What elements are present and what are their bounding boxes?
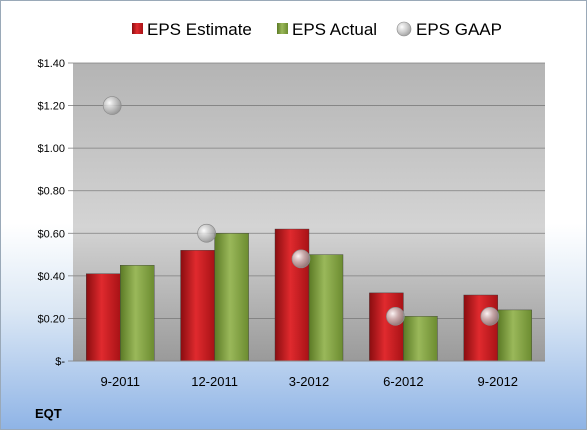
eps-actual-bar bbox=[403, 316, 438, 362]
y-tick-label: $0.60 bbox=[37, 228, 65, 240]
eps-gaap-point bbox=[102, 96, 122, 115]
eps-actual-bar bbox=[308, 254, 344, 362]
eps-estimate-bar bbox=[180, 250, 215, 362]
y-tick-label: $0.40 bbox=[37, 271, 65, 283]
eps-gaap-point bbox=[480, 306, 500, 326]
y-tick-label: $0.20 bbox=[37, 313, 65, 325]
legend-actual-swatch bbox=[277, 23, 288, 34]
eps-estimate-bar bbox=[463, 294, 498, 362]
x-axis: 9-2011 12-2011 3-2012 6-2012 9-2012 bbox=[100, 374, 518, 389]
legend-estimate-label: EPS Estimate bbox=[147, 20, 252, 39]
x-tick-label: 9-2011 bbox=[100, 374, 140, 389]
eps-actual-bar bbox=[214, 233, 249, 362]
y-tick-label: $1.40 bbox=[37, 58, 65, 70]
bars bbox=[85, 228, 532, 362]
ticker-label: EQT bbox=[35, 406, 62, 421]
eps-estimate-bar bbox=[369, 292, 404, 362]
y-axis: $- $0.20 $0.40 $0.60 $0.80 $1.00 $1.20 $1.40 bbox=[37, 58, 65, 368]
legend-estimate-swatch bbox=[132, 23, 143, 34]
y-tick-label: $1.20 bbox=[37, 101, 65, 113]
legend-gaap-label: EPS GAAP bbox=[416, 20, 502, 39]
legend-actual-label: EPS Actual bbox=[292, 20, 377, 39]
x-tick-label: 6-2012 bbox=[383, 374, 423, 389]
y-tick-label: $- bbox=[55, 356, 65, 368]
eps-estimate-bar bbox=[85, 273, 121, 362]
y-tick-label: $0.80 bbox=[37, 186, 65, 198]
eps-actual-bar bbox=[119, 265, 155, 362]
eps-gaap-point bbox=[386, 306, 405, 326]
eps-gaap-point bbox=[197, 223, 216, 243]
legend-gaap-marker bbox=[396, 21, 412, 37]
eps-estimate-bar bbox=[274, 228, 310, 362]
legend: EPS Estimate EPS Actual EPS GAAP bbox=[132, 20, 502, 39]
gaap-points bbox=[102, 96, 500, 326]
eps-actual-bar bbox=[497, 309, 532, 362]
y-tick-label: $1.00 bbox=[37, 143, 65, 155]
x-tick-label: 3-2012 bbox=[289, 374, 329, 389]
eps-gaap-point bbox=[291, 249, 311, 269]
x-tick-label: 9-2012 bbox=[478, 374, 518, 389]
x-tick-label: 12-2011 bbox=[191, 374, 238, 389]
